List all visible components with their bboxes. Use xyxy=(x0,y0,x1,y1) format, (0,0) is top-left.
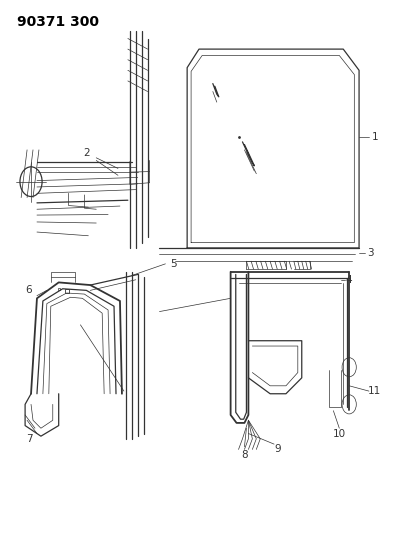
Text: 9: 9 xyxy=(275,445,281,455)
Text: 8: 8 xyxy=(241,450,248,460)
Text: 90371 300: 90371 300 xyxy=(17,14,99,29)
Text: 2: 2 xyxy=(83,148,90,158)
Text: 7: 7 xyxy=(26,434,32,444)
Text: 11: 11 xyxy=(368,386,382,396)
Text: 3: 3 xyxy=(368,248,374,259)
Text: 4: 4 xyxy=(346,274,353,285)
Text: 5: 5 xyxy=(170,259,177,269)
Text: 6: 6 xyxy=(26,285,32,295)
Text: 10: 10 xyxy=(333,429,346,439)
Text: 1: 1 xyxy=(372,132,378,142)
